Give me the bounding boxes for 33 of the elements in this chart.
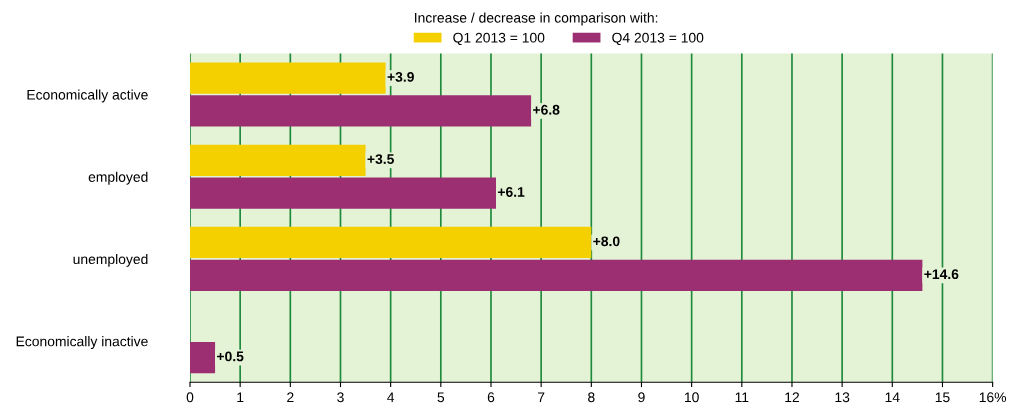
data-label: +14.6 bbox=[924, 269, 959, 280]
x-tick-label: 16% bbox=[979, 392, 1007, 403]
x-tick-label: 1 bbox=[237, 392, 244, 403]
x-tick-label: 12 bbox=[785, 392, 799, 403]
data-label: +8.0 bbox=[593, 236, 620, 247]
x-tick-label: 2 bbox=[287, 392, 294, 403]
bar bbox=[189, 226, 592, 259]
x-tick-label: 5 bbox=[437, 392, 445, 403]
x-tick-label: 7 bbox=[538, 392, 545, 403]
legend-label: Q1 2013 = 100 bbox=[453, 32, 545, 46]
x-tick-label: 10 bbox=[684, 392, 699, 403]
x-tick-label: 3 bbox=[337, 392, 344, 403]
legend-label: Q4 2013 = 100 bbox=[612, 32, 704, 46]
x-tick-label: 13 bbox=[835, 392, 850, 403]
x-tick-label: 15 bbox=[935, 392, 950, 403]
y-tick-label: employed bbox=[88, 171, 148, 185]
x-tick-label: 0 bbox=[186, 392, 194, 403]
data-label: +3.5 bbox=[367, 154, 394, 165]
legend-title: Increase / decrease in comparison with: bbox=[415, 12, 658, 26]
x-tick-label: 11 bbox=[735, 392, 749, 403]
y-tick-label: Economically inactive bbox=[16, 336, 148, 350]
bar bbox=[189, 177, 496, 209]
x-tick-label: 9 bbox=[638, 392, 645, 403]
x-tick-label: 6 bbox=[487, 392, 495, 403]
y-tick-label: unemployed bbox=[73, 253, 148, 267]
x-tick-label: 14 bbox=[885, 392, 900, 403]
x-tick-label: 4 bbox=[387, 392, 395, 403]
data-label: +6.1 bbox=[497, 187, 525, 197]
y-tick-label: Economically active bbox=[27, 89, 148, 103]
data-label: +0.5 bbox=[217, 351, 244, 362]
x-tick-label: 8 bbox=[588, 392, 595, 403]
data-label: +6.8 bbox=[533, 104, 560, 115]
data-label: +3.9 bbox=[387, 71, 414, 82]
